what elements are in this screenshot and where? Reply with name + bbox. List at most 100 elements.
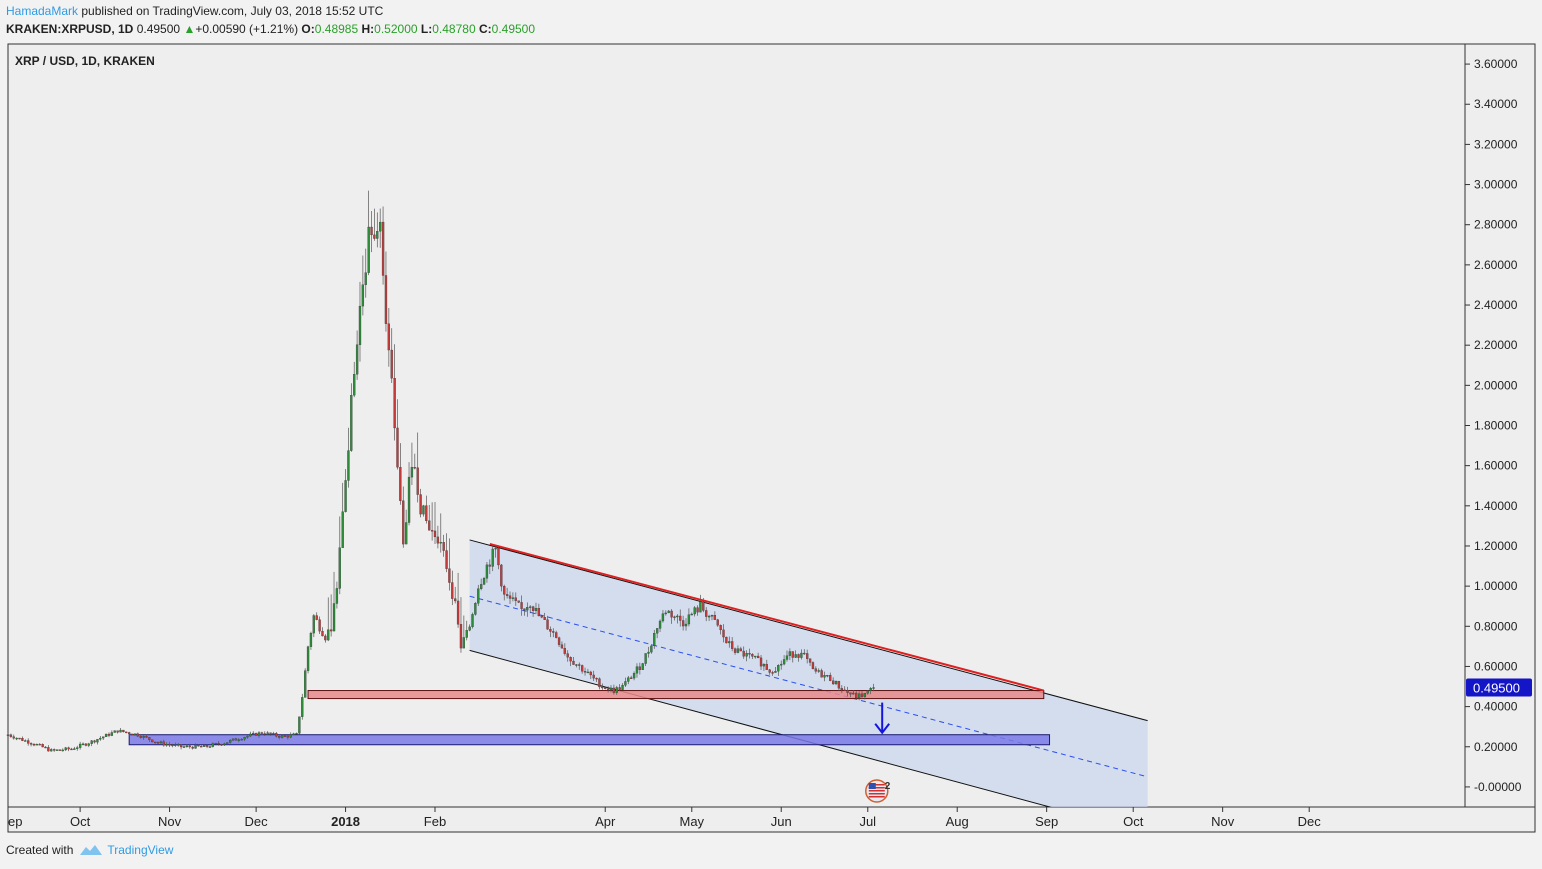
time-scale[interactable] bbox=[7, 806, 1536, 833]
last-price-box bbox=[1466, 678, 1532, 697]
candle-down bbox=[436, 536, 440, 544]
candle-up bbox=[872, 687, 875, 689]
candle-up bbox=[774, 671, 777, 673]
candle-down bbox=[679, 615, 682, 621]
candle-down bbox=[197, 744, 200, 747]
candle-up bbox=[511, 597, 515, 599]
candle-down bbox=[191, 746, 194, 749]
candle-up bbox=[575, 664, 578, 666]
last-price: 0.49500 bbox=[136, 22, 181, 36]
candle-down bbox=[580, 665, 584, 672]
candle-down bbox=[552, 631, 555, 633]
candle-up bbox=[699, 601, 702, 613]
candle-down bbox=[275, 733, 278, 737]
drawings-back bbox=[128, 539, 1148, 807]
y-tick-label: 3.00000 bbox=[1474, 178, 1518, 192]
candle-up bbox=[863, 693, 867, 697]
candle-down bbox=[748, 653, 751, 655]
candle-up bbox=[298, 716, 301, 734]
candle-down bbox=[829, 675, 832, 681]
candle-up bbox=[673, 616, 676, 618]
candle-up bbox=[76, 747, 79, 749]
candle-down bbox=[855, 692, 858, 699]
candle-down bbox=[156, 742, 160, 744]
candle-up bbox=[243, 737, 246, 740]
candle-down bbox=[751, 654, 754, 657]
flag-stripe bbox=[868, 793, 885, 795]
candle-down bbox=[681, 620, 685, 627]
candle-down bbox=[531, 606, 535, 611]
x-tick-label: Sep bbox=[1035, 814, 1058, 829]
candle-down bbox=[454, 598, 457, 602]
candle-down bbox=[831, 680, 835, 685]
candle-down bbox=[179, 744, 183, 748]
candle-down bbox=[116, 730, 119, 733]
candle-down bbox=[153, 741, 157, 744]
candle-up bbox=[477, 588, 480, 604]
candle-down bbox=[260, 732, 264, 734]
y-axis-ticks: 3.60000 3.40000 3.20000 3.00000 2.80000 2.600… bbox=[1465, 57, 1522, 794]
candle-up bbox=[376, 231, 379, 239]
candle-up bbox=[249, 733, 252, 737]
candle-down bbox=[612, 687, 616, 693]
flag-stripe bbox=[868, 787, 885, 789]
candle-down bbox=[791, 651, 794, 658]
candle-down bbox=[234, 738, 238, 741]
candle-down bbox=[771, 672, 774, 674]
candle-up bbox=[55, 749, 59, 751]
flag-stripe bbox=[868, 790, 885, 792]
x-tick-label: Jun bbox=[771, 814, 792, 829]
open-value: 0.48985 bbox=[314, 22, 359, 36]
candle-down bbox=[433, 530, 437, 538]
candle-up bbox=[237, 739, 240, 741]
candle-down bbox=[67, 747, 70, 750]
candle-up bbox=[64, 747, 67, 751]
y-tick-label: 1.80000 bbox=[1474, 419, 1518, 433]
candle-up bbox=[208, 746, 212, 748]
candle-down bbox=[84, 743, 88, 746]
flag-stripe bbox=[868, 784, 885, 786]
candle-up bbox=[817, 670, 820, 672]
candle-down bbox=[9, 734, 13, 737]
author-link[interactable]: HamadaMark bbox=[6, 4, 79, 18]
candle-up bbox=[246, 735, 249, 738]
candle-down bbox=[387, 323, 390, 351]
candle-down bbox=[546, 619, 549, 630]
candle-up bbox=[664, 612, 667, 615]
candle-up bbox=[422, 505, 425, 515]
us-flag-icon[interactable]: 2 bbox=[865, 779, 891, 803]
tradingview-link[interactable]: TradingView bbox=[79, 843, 173, 857]
tradingview-logo-icon bbox=[80, 845, 103, 855]
y-tick-label: 2.40000 bbox=[1474, 298, 1518, 312]
candle-down bbox=[725, 636, 728, 644]
y-tick-label: 0.60000 bbox=[1474, 659, 1518, 673]
y-tick-label: -0.00000 bbox=[1474, 780, 1522, 794]
candle-down bbox=[254, 732, 258, 736]
candle-up bbox=[272, 733, 275, 735]
candle-down bbox=[520, 602, 523, 609]
candle-up bbox=[211, 743, 215, 747]
candle-up bbox=[185, 745, 189, 748]
brand-label: TradingView bbox=[107, 843, 174, 857]
close-value: 0.49500 bbox=[491, 22, 536, 36]
candle-up bbox=[707, 615, 711, 618]
y-tick-label: 2.20000 bbox=[1474, 338, 1518, 352]
candle-up bbox=[462, 637, 466, 649]
down-arrow-head bbox=[874, 723, 890, 735]
candle-up bbox=[240, 739, 243, 741]
low-label: L: bbox=[420, 22, 433, 36]
candle-up bbox=[335, 588, 339, 604]
candle-down bbox=[12, 736, 15, 739]
candle-up bbox=[119, 729, 122, 733]
candle-up bbox=[785, 655, 789, 660]
candle-up bbox=[87, 743, 90, 746]
candle-up bbox=[301, 697, 304, 717]
y-tick-label: 0.20000 bbox=[1474, 740, 1518, 754]
candle-down bbox=[497, 547, 500, 566]
candle-down bbox=[540, 615, 543, 618]
candle-up bbox=[754, 655, 757, 658]
candle-down bbox=[217, 743, 220, 745]
candle-up bbox=[653, 633, 656, 647]
candle-up bbox=[341, 511, 344, 548]
